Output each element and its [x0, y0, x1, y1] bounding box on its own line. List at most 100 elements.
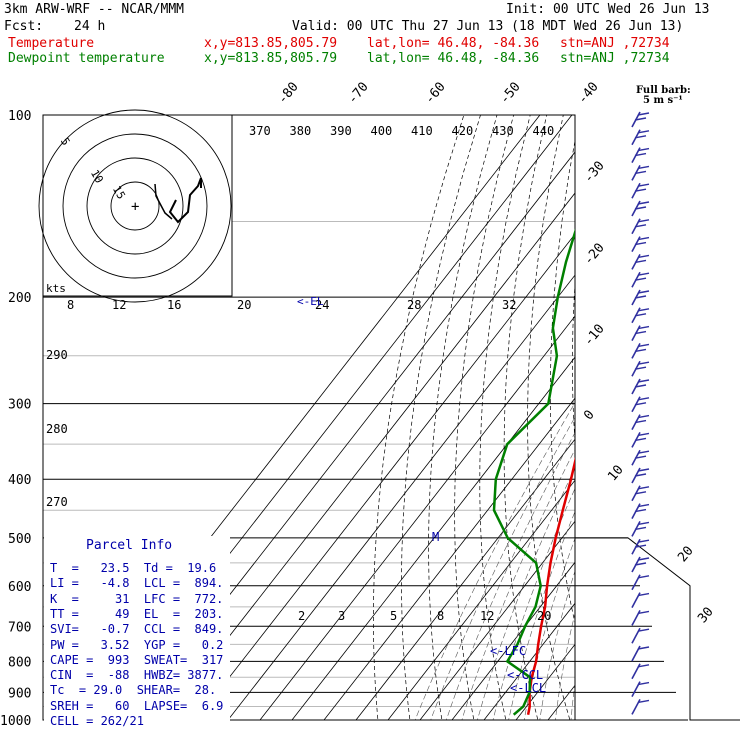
wind-barb-flag — [637, 539, 650, 543]
isotherm-40 — [570, 115, 740, 733]
hodograph-ring — [110, 181, 160, 231]
dry-adiabat-260 — [401, 115, 481, 720]
parcel-info-row: K = 31 LFC = 772. — [50, 591, 224, 606]
m-marker: M — [432, 530, 439, 544]
isotherm--40 — [323, 397, 575, 720]
hodograph-trace-low — [154, 183, 173, 220]
wind-barb-flag — [637, 592, 650, 597]
lfc-marker: <-LFC — [490, 644, 526, 658]
hodograph-center-mark: + — [131, 199, 139, 215]
isotherm--20 — [387, 479, 575, 720]
wind-barb-flag — [634, 117, 647, 121]
wind-barb-flag — [634, 241, 647, 246]
moist-adiabat-0 — [445, 432, 575, 720]
temperature-legend: Temperature — [8, 36, 95, 51]
wind-barb-flag — [634, 259, 647, 264]
isotherm-label: -80 — [275, 80, 302, 108]
temperature-xy: x,y=813.85,805.79 — [204, 36, 338, 51]
wind-barb-flag — [634, 419, 647, 424]
isotherm-20 — [515, 643, 575, 720]
moist-adiabat-40 — [570, 681, 575, 720]
temperature-station: stn=ANJ ,72734 — [560, 36, 670, 51]
speed-scale-label: 28 — [407, 298, 421, 312]
pressure-label-200: 200 — [8, 291, 31, 306]
dewpoint-latlon: lat,lon= 46.48, -84.36 — [367, 51, 540, 66]
wind-barb-flag — [637, 343, 650, 348]
pressure-label-800: 800 — [8, 655, 31, 670]
dry-adiabat-290 — [479, 115, 531, 720]
theta-label: 380 — [290, 124, 312, 138]
ccl-marker: <-CCL — [507, 668, 543, 682]
wind-barb-flag — [637, 699, 650, 704]
wind-barb-flag — [637, 147, 650, 152]
hodograph-ring — [38, 109, 232, 303]
pressure-label-400: 400 — [8, 473, 31, 488]
lcl-marker: <-LCL — [510, 681, 546, 695]
hodograph-ring-label: 10 — [88, 168, 106, 186]
isotherm-label: -60 — [422, 80, 449, 108]
wind-barb-flag — [634, 473, 647, 477]
isotherm-label: 0 — [581, 408, 598, 424]
wind-barb-flag — [634, 224, 647, 228]
dry-adiabat-410 — [728, 115, 740, 733]
dry-adiabat-390 — [692, 115, 740, 733]
speed-scale-label: 16 — [167, 298, 181, 312]
hodograph-ring-label: 15 — [110, 184, 128, 202]
init-time: Init: 00 UTC Wed 26 Jun 13 — [506, 2, 710, 17]
plot-extension-border — [575, 537, 740, 721]
parcel-info-row: CELL = 262/21 — [50, 714, 144, 728]
pressure-label-300: 300 — [8, 398, 31, 413]
dewpoint-station: stn=ANJ ,72734 — [560, 51, 670, 66]
isotherm-50 — [602, 115, 740, 733]
pressure-label-500: 500 — [8, 532, 31, 547]
theta-label: 390 — [330, 124, 352, 138]
isotherm-label: -50 — [497, 80, 524, 108]
wind-barb-flag — [637, 610, 650, 615]
mixing-ratio-label: 2 — [298, 609, 305, 623]
mixing-ratio-label: 5 — [390, 609, 397, 623]
wind-barb-flag — [634, 526, 647, 531]
wind-barb-flag — [634, 152, 647, 157]
barb-legend-label: Full barb: — [636, 85, 691, 96]
wind-barb-flag — [634, 277, 647, 281]
dry-adiabat-270 — [428, 115, 498, 720]
parcel-info-title: Parcel Info — [86, 538, 173, 553]
wind-barb-flag — [637, 503, 650, 508]
mixing-ratio-label: 8 — [437, 609, 444, 623]
dry-adiabat-360 — [635, 115, 736, 733]
wind-barb-flag — [634, 437, 647, 442]
dry-adiabat-side-label: 290 — [46, 348, 68, 362]
wind-barb-flag — [637, 236, 650, 241]
forecast-label: Fcst: — [4, 19, 44, 34]
wind-barb-flag — [637, 165, 650, 170]
wind-barb-flag — [634, 313, 647, 317]
wind-barb-flag — [634, 135, 647, 139]
wind-barb-flag — [637, 664, 650, 668]
dewpoint-legend: Dewpoint temperature — [8, 51, 165, 66]
isotherm-label: -70 — [345, 80, 372, 108]
wind-barb-flag — [637, 414, 650, 419]
wind-barb-flag — [637, 308, 650, 312]
parcel-info-row: TT = 49 EL = 203. — [50, 606, 224, 621]
el-marker: <-EL — [297, 295, 324, 308]
wind-barb-flag — [637, 272, 650, 276]
dry-adiabat-280 — [454, 115, 514, 720]
parcel-info-box — [44, 536, 230, 736]
dry-adiabat-250 — [373, 115, 465, 720]
moist-adiabat-35 — [555, 612, 575, 720]
hodograph-ring — [86, 157, 184, 255]
wind-barb-flag — [637, 557, 650, 561]
moist-adiabat-25 — [523, 537, 575, 720]
isotherm-label: 20 — [675, 544, 697, 566]
theta-label: 420 — [452, 124, 474, 138]
isotherm-label: -30 — [581, 159, 608, 187]
theta-label: 400 — [371, 124, 393, 138]
isotherm--70 — [227, 274, 575, 720]
theta-label: 370 — [249, 124, 271, 138]
isotherm--80 — [195, 233, 575, 720]
wind-barb-flag — [634, 366, 647, 370]
dry-adiabat-320 — [550, 139, 575, 625]
isotherm-label: 10 — [605, 463, 627, 485]
hodograph-unit: kts — [46, 282, 66, 295]
